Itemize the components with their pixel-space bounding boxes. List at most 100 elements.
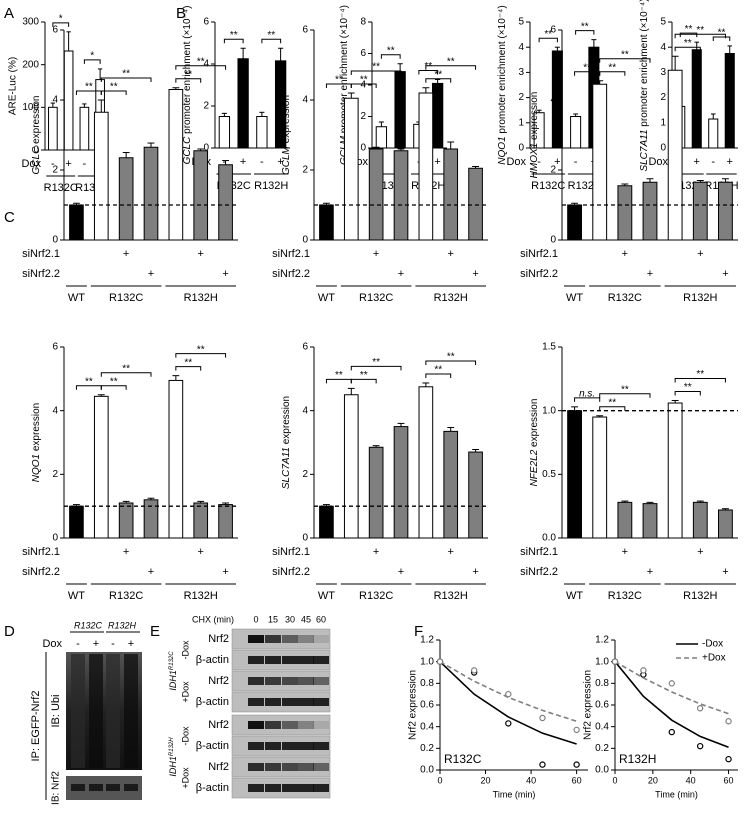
- data-point: [539, 761, 546, 768]
- row-mark: +: [398, 268, 404, 280]
- y-tick-label: 4: [52, 405, 58, 416]
- dox-mark: -: [111, 638, 115, 650]
- y-axis-label: NQO1 expression: [31, 403, 42, 482]
- lane-label: R132C: [74, 620, 103, 630]
- row-mark: +: [647, 268, 653, 280]
- row-label: IB: Ubi: [50, 694, 62, 727]
- y-tick-label: 6: [360, 48, 366, 59]
- fit-line: [439, 660, 577, 723]
- bar: [592, 416, 608, 539]
- blot-band: [298, 721, 314, 729]
- blot-band: [265, 698, 281, 706]
- blot-band: [282, 677, 298, 685]
- bar: [193, 502, 209, 539]
- data-point: [470, 667, 478, 674]
- bar: [443, 430, 459, 539]
- data-point: [611, 658, 619, 665]
- row-mark: +: [398, 566, 404, 578]
- condition-label: +Dox: [180, 681, 190, 703]
- y-tick-label: 0.8: [420, 678, 434, 689]
- row-mark: +: [554, 156, 560, 168]
- y-tick-label: 0.5: [542, 469, 556, 480]
- bar: [168, 89, 184, 241]
- bar: [375, 126, 388, 149]
- row-mark: +: [373, 248, 379, 260]
- row-mark: +: [240, 156, 246, 168]
- y-axis-label-gene: GCLM: [281, 145, 292, 175]
- band-label: β-actin: [196, 696, 229, 708]
- row-label: siNrf2.2: [520, 566, 558, 578]
- data-point: [725, 718, 732, 725]
- bar: [692, 181, 708, 241]
- significance-label: **: [122, 69, 130, 80]
- significance-bracket: [599, 393, 651, 398]
- y-axis-label: GCLC expression: [31, 96, 42, 175]
- significance-bracket: [599, 406, 626, 411]
- significance-bracket: [100, 385, 127, 390]
- bar: [692, 501, 708, 539]
- bar: [667, 402, 683, 539]
- blot-lane: [124, 654, 138, 768]
- band-label: Nrf2: [208, 761, 229, 773]
- row-mark: +: [722, 566, 728, 578]
- blot-band: [298, 742, 314, 750]
- bar: [93, 395, 109, 539]
- bar: [168, 379, 184, 539]
- y-tick-label: 100: [22, 102, 39, 113]
- y-tick-label: 2: [518, 92, 524, 103]
- blot-band: [313, 656, 329, 664]
- legend-label: +Dox: [702, 653, 726, 664]
- x-axis-label: Time (min): [655, 789, 698, 799]
- bar: [193, 150, 209, 241]
- bar: [343, 97, 359, 241]
- blot-band: [248, 721, 264, 729]
- fit-line: [614, 661, 729, 748]
- group-label: IDH1R132H: [168, 737, 178, 777]
- data-point: [539, 714, 546, 722]
- y-tick-label: 6: [550, 25, 556, 36]
- group-label: R132C: [608, 590, 642, 602]
- y-tick-label: 5: [660, 17, 666, 28]
- y-tick-label: 4: [52, 95, 58, 106]
- significance-label: **: [684, 382, 692, 393]
- significance-label: **: [434, 365, 442, 376]
- allele: R132C: [169, 651, 175, 670]
- significance-label: **: [684, 38, 692, 49]
- significance-bracket: [674, 377, 726, 383]
- group-label: R132H: [254, 180, 288, 192]
- y-axis-label-text: expression: [281, 396, 292, 447]
- bar: [218, 116, 231, 149]
- bar: [718, 509, 733, 539]
- bar: [724, 53, 735, 149]
- group-label: WT: [318, 590, 335, 602]
- y-tick-label: 0: [660, 143, 666, 154]
- dox-mark: +: [128, 638, 134, 650]
- gene: IDH1: [168, 670, 178, 691]
- y-axis-label: HMOX1 expression: [529, 92, 540, 179]
- significance-label: **: [447, 352, 455, 363]
- group-label: WT: [68, 590, 85, 602]
- significance-label: **: [621, 384, 629, 395]
- band-label: Nrf2: [208, 675, 229, 687]
- x-tick-label: 60: [724, 775, 734, 785]
- significance-bracket: [538, 37, 558, 43]
- bar: [93, 111, 109, 241]
- significance-bracket: [425, 65, 477, 70]
- x-axis-label: Time (min): [493, 789, 536, 799]
- significance-bracket: [261, 38, 282, 44]
- y-tick-label: 5: [518, 17, 524, 28]
- significance-bracket: [175, 78, 202, 83]
- group-label: R132H: [184, 292, 218, 304]
- significance-bracket: [712, 36, 731, 41]
- band-label: Nrf2: [208, 719, 229, 731]
- row-label: siNrf2.1: [520, 546, 558, 558]
- row-mark: +: [123, 248, 129, 260]
- panel-letter: E: [150, 623, 160, 640]
- y-tick-label: 1.0: [595, 656, 609, 667]
- y-axis-label-gene: NFE2L2: [529, 449, 540, 486]
- bar: [667, 69, 683, 241]
- y-axis-label-text: expression: [529, 399, 540, 450]
- row-label: IB: Nrf2: [51, 771, 62, 805]
